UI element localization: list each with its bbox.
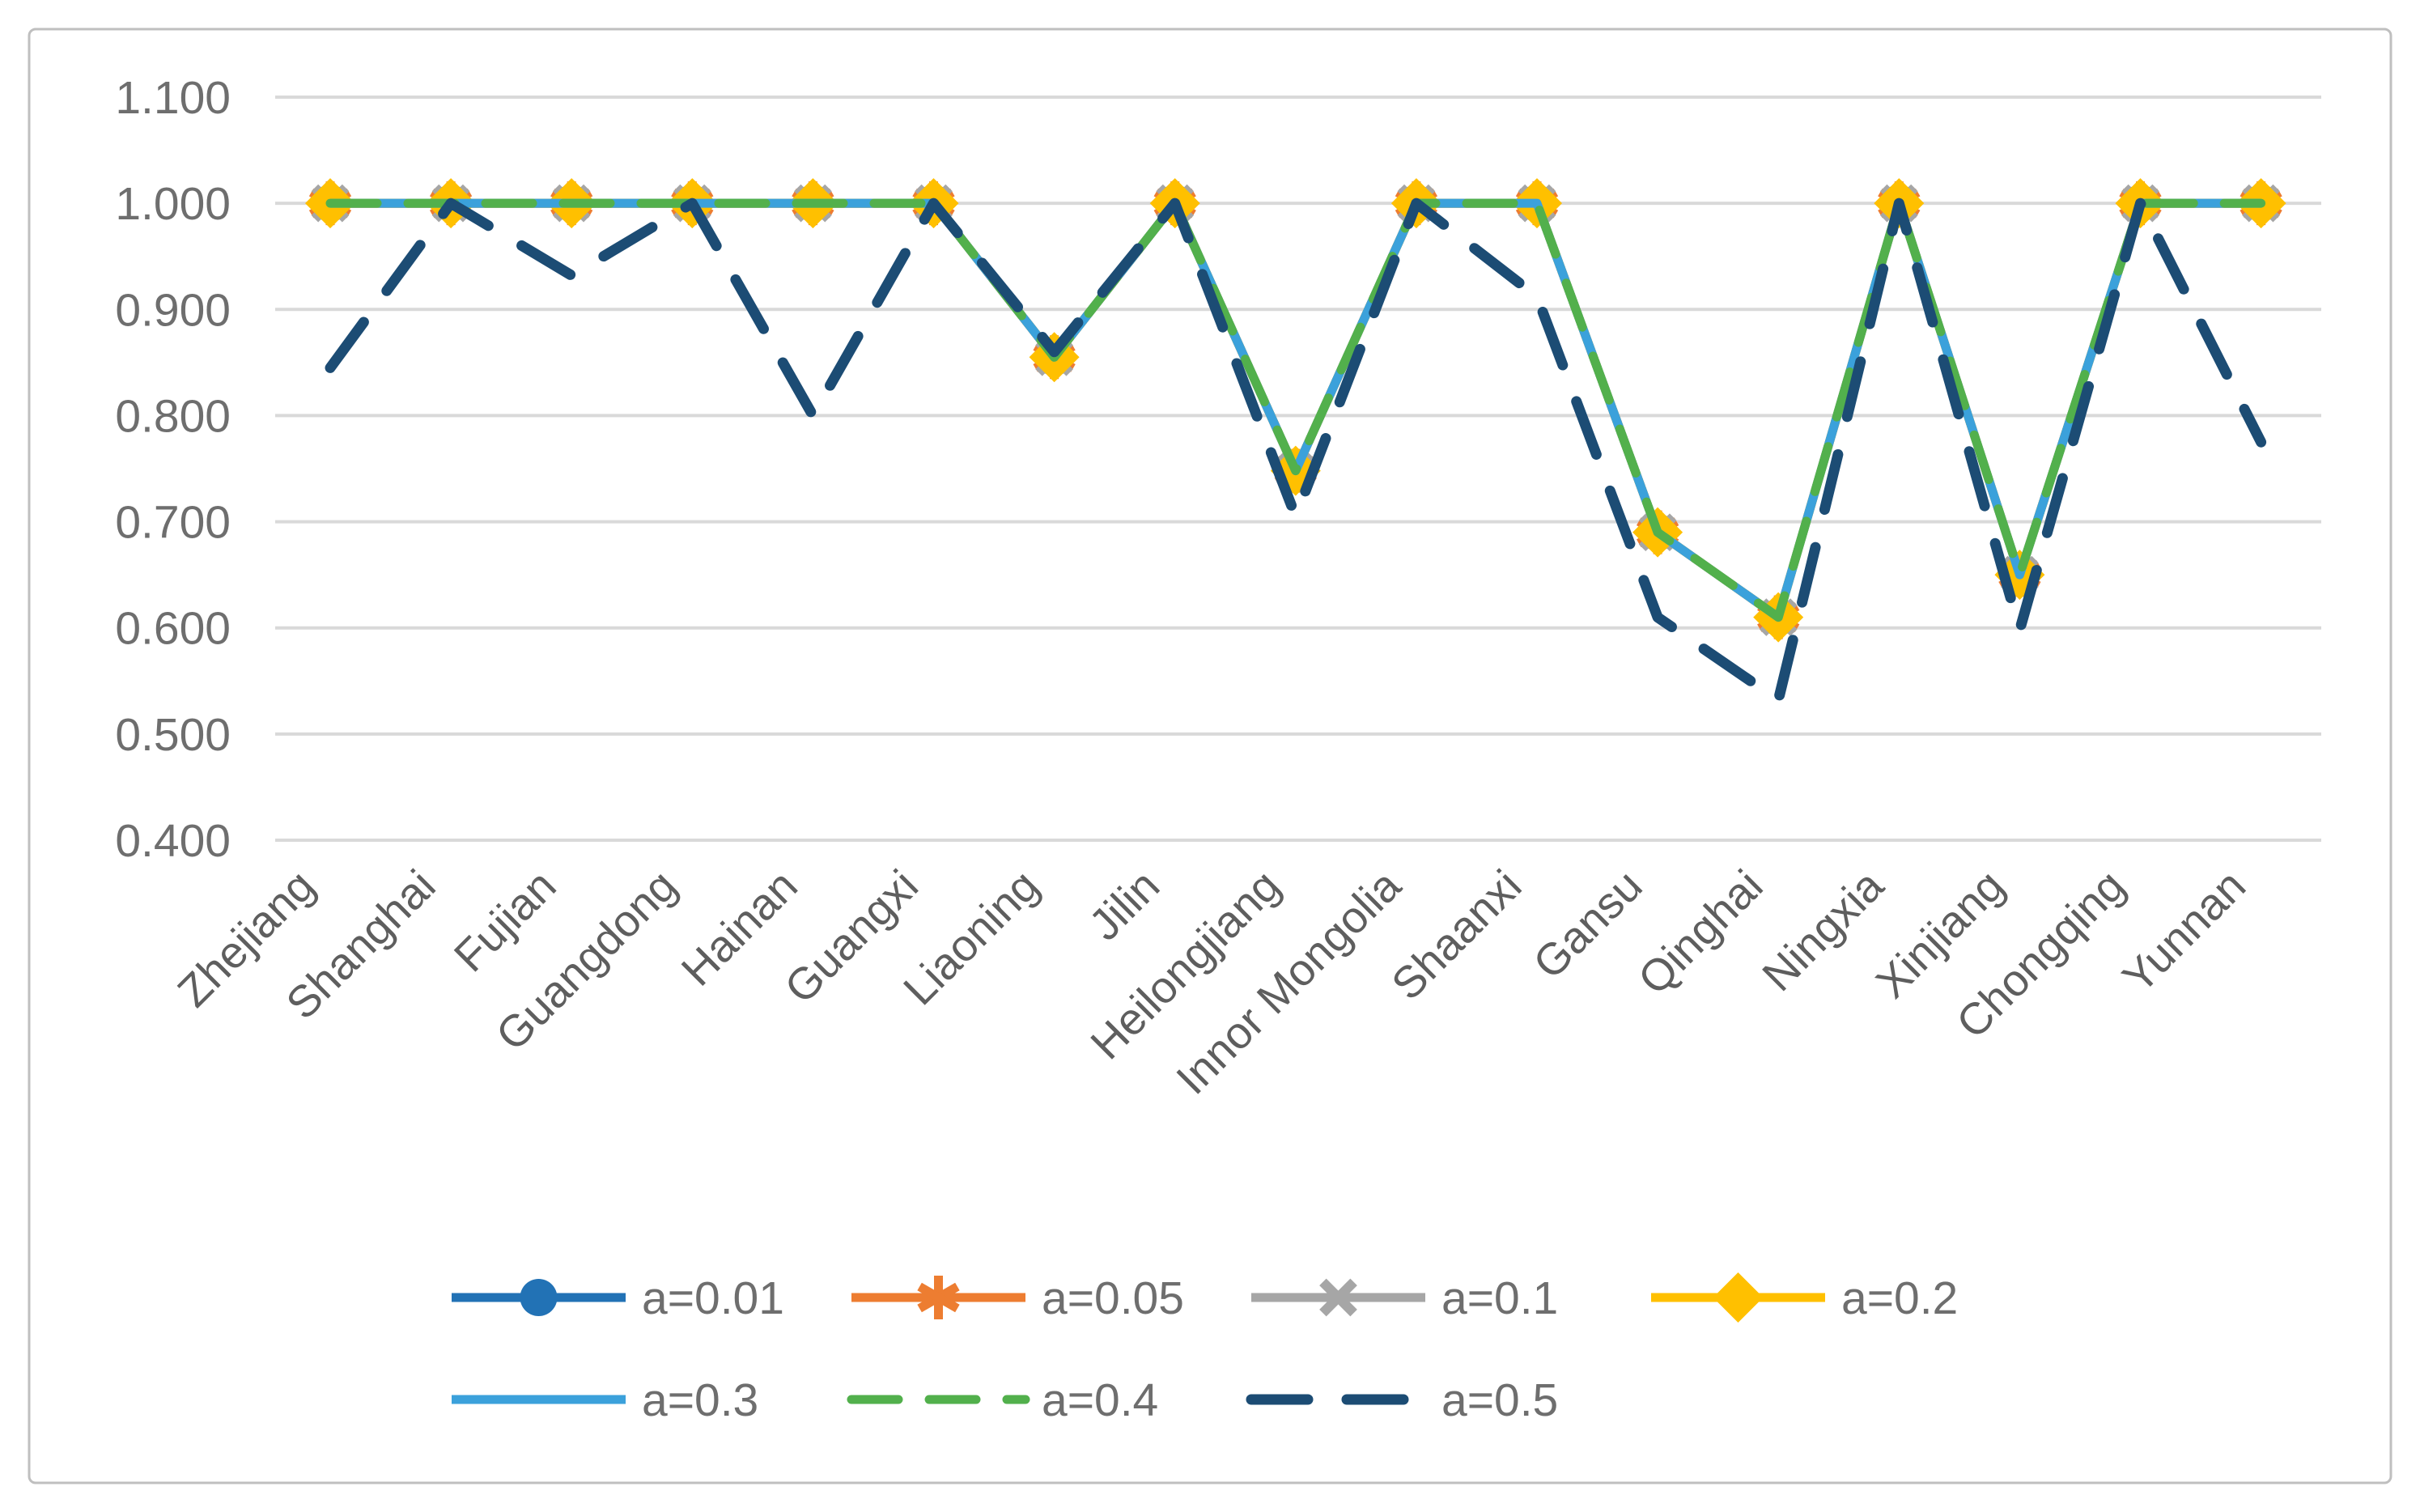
legend-label: a=0.3 — [642, 1374, 758, 1426]
legend-label: a=0.01 — [642, 1272, 784, 1324]
legend-item-a=0.4: a=0.4 — [847, 1374, 1158, 1426]
series-a=0.4 — [325, 198, 2266, 622]
legend-label: a=0.05 — [1042, 1272, 1184, 1324]
series-line-a=0.5 — [325, 197, 2267, 706]
legend-label: a=0.1 — [1441, 1272, 1558, 1324]
legend-item-a=0.01: a=0.01 — [452, 1272, 784, 1324]
legend-label: a=0.5 — [1441, 1374, 1558, 1426]
circle-marker-icon — [520, 1279, 558, 1316]
legend: a=0.01 a=0.05 a=0.1 a=0.2 a=0.3 a=0.4 a=0.5 — [452, 1272, 1958, 1426]
legend-label: a=0.2 — [1841, 1272, 1958, 1324]
y-tick-label: 0.500 — [115, 709, 231, 761]
asterisk-marker-icon — [917, 1282, 960, 1313]
y-tick-label: 0.800 — [115, 390, 231, 442]
y-tick-label: 0.900 — [115, 284, 231, 336]
diamond-marker-icon — [1713, 1272, 1764, 1323]
legend-item-a=0.5: a=0.5 — [1246, 1374, 1558, 1426]
y-tick-label: 0.600 — [115, 603, 231, 655]
legend-item-a=0.1: a=0.1 — [1251, 1272, 1558, 1324]
legend-item-a=0.2: a=0.2 — [1651, 1272, 1958, 1324]
legend-item-a=0.3: a=0.3 — [452, 1374, 758, 1426]
figure-border — [28, 28, 2392, 1484]
legend-item-a=0.05: a=0.05 — [851, 1272, 1184, 1324]
y-tick-label: 1.000 — [115, 178, 231, 230]
y-tick-label: 0.400 — [115, 815, 231, 867]
series-a=0.5 — [325, 197, 2267, 706]
y-tick-label: 0.700 — [115, 497, 231, 549]
series-line-a=0.4 — [325, 198, 2266, 622]
y-tick-label: 1.100 — [115, 72, 231, 124]
y-axis-labels: 1.100 1.000 0.900 0.800 0.700 0.600 0.500 0.400 — [115, 72, 231, 867]
x-marker-icon — [1319, 1278, 1357, 1317]
legend-label: a=0.4 — [1042, 1374, 1158, 1426]
